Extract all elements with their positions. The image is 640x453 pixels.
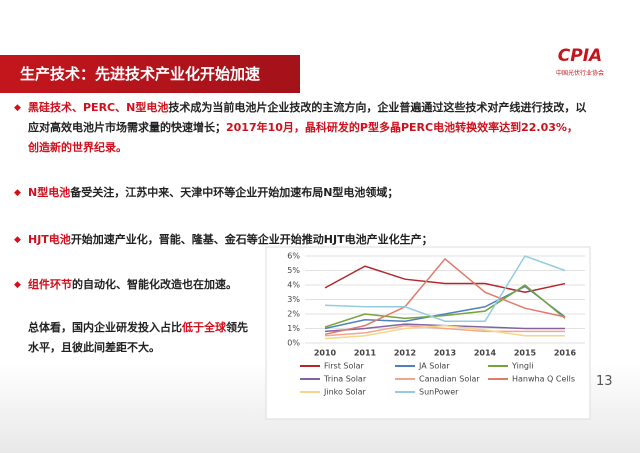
text-segment: 的自动化、智能化改造也在加速。	[72, 278, 237, 291]
bullet: 黑硅技术、PERC、N型电池技术成为当前电池片企业技改的主流方向，企业普遍通过这…	[14, 98, 588, 158]
series-line	[324, 324, 565, 340]
legend-label: Trina Solar	[323, 375, 367, 384]
summary: 总体看，国内企业研发投入占比低于全球领先水平，且彼此间差距不大。	[28, 318, 248, 358]
text-segment: 组件环节	[28, 278, 72, 291]
y-tick-label: 2%	[287, 310, 300, 319]
x-tick-label: 2015	[514, 349, 537, 358]
logo: CPIA	[557, 46, 603, 66]
x-tick-label: 2011	[354, 349, 377, 358]
series-line	[324, 284, 566, 328]
y-tick-label: 3%	[287, 295, 300, 304]
text-segment: 开始加速产业化，晋能、隆基、金石等企业开始推动HJT电池产业化生产；	[70, 233, 433, 246]
text-segment: 总体看，国内企业研发投入占比	[28, 321, 182, 334]
chart-frame	[265, 246, 591, 420]
legend-label: Hanwha Q Cells	[512, 375, 575, 384]
series-line	[324, 265, 566, 294]
text-segment: 备受关注，江苏中来、天津中环等企业开始加速布局N型电池领域；	[70, 186, 399, 199]
bullet: HJT电池开始加速产业化，晋能、隆基、金石等企业开始推动HJT电池产业化生产；	[14, 230, 498, 250]
series-line	[324, 255, 566, 322]
text-segment: HJT电池	[28, 233, 71, 246]
slide-title: 生产技术：先进技术产业化开始加速	[0, 55, 300, 93]
series-line	[324, 285, 566, 330]
text-segment: 低于全球	[182, 321, 226, 334]
y-tick-label: 1%	[287, 324, 300, 333]
x-tick-label: 2013	[434, 349, 456, 358]
legend-label: Canadian Solar	[419, 375, 480, 384]
page-number: 13	[596, 374, 613, 389]
y-tick-label: 0%	[287, 339, 300, 348]
text-segment: N型电池	[28, 186, 71, 199]
x-tick-label: 2010	[314, 349, 337, 358]
text-segment: 2017年10月，晶科研发的P型多晶PERC电池转换效率达到22.03%，创造新…	[28, 121, 578, 154]
series-line	[324, 324, 565, 337]
legend-label: Jinko Solar	[323, 388, 367, 397]
logo-subtitle: 中国光伏行业协会	[555, 70, 604, 77]
x-tick-label: 2012	[394, 349, 416, 358]
y-tick-label: 6%	[287, 252, 300, 261]
bullet: N型电池备受关注，江苏中来、天津中环等企业开始加速布局N型电池领域；	[14, 183, 588, 203]
series-line	[324, 257, 566, 336]
legend-label: Yingli	[511, 362, 533, 371]
legend-label: SunPower	[419, 388, 459, 397]
y-tick-label: 4%	[287, 281, 300, 290]
legend-label: First Solar	[324, 362, 364, 371]
y-tick-label: 5%	[287, 266, 300, 275]
bullet: 组件环节的自动化、智能化改造也在加速。	[14, 275, 263, 295]
text-segment: 黑硅技术、PERC、N型电池	[28, 101, 169, 114]
text-segment: 领先水平，且彼此间差距不大。	[28, 321, 248, 354]
x-tick-label: 2014	[474, 349, 497, 358]
x-tick-label: 2016	[554, 349, 577, 358]
legend-label: JA Solar	[418, 362, 450, 371]
text-segment: 技术成为当前电池片企业技改的主流方向，企业普遍通过这些技术对产线进行技改，以应对…	[28, 101, 587, 134]
